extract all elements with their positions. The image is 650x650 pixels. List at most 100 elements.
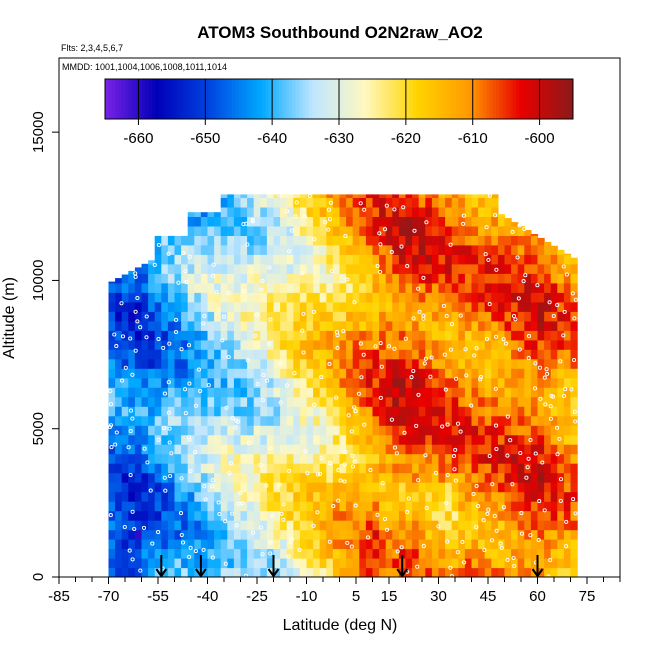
heatmap-cell [438,558,446,569]
heatmap-cell [478,339,486,350]
heatmap-cell [497,387,506,398]
heatmap-cell [240,434,248,445]
heatmap-cell [563,434,572,445]
heatmap-cell [332,216,341,227]
sample-point [416,286,421,291]
heatmap-cell [260,216,268,227]
sample-point [474,524,479,530]
sample-point [490,482,495,487]
heatmap-cell [405,235,413,246]
heatmap-cell [405,225,413,236]
heatmap-cell [154,349,162,360]
colorbar-segment [238,79,243,119]
heatmap-cell [273,425,281,436]
sample-point [445,422,450,427]
heatmap-cell [115,425,123,436]
heatmap-cell [233,377,242,388]
heatmap-cell [167,254,176,265]
heatmap-cell [174,301,182,312]
heatmap-cell [484,244,492,255]
heatmap-cell [141,406,149,417]
heatmap-cell [504,263,512,274]
heatmap-cell [227,510,235,521]
heatmap-cell [372,273,380,284]
heatmap-cell [332,482,341,493]
heatmap-cell [346,539,354,550]
colorbar-segment [318,79,323,119]
heatmap-cell [247,225,255,236]
heatmap-cell [167,339,176,350]
heatmap-cell [524,339,532,350]
heatmap-cell [187,529,195,540]
heatmap-cell [438,406,446,417]
heatmap-cell [326,330,334,341]
heatmap-cell [484,273,492,284]
heatmap-cell [497,444,506,455]
sample-point [378,269,383,274]
heatmap-cell [194,216,202,227]
sample-point [532,386,538,391]
heatmap-cell [148,320,156,331]
heatmap-cell [286,273,294,284]
heatmap-cell [247,539,255,550]
heatmap-cell [260,425,268,436]
sample-point [456,421,461,426]
heatmap-cell [326,339,334,350]
sample-point [421,316,426,321]
heatmap-cell [299,194,308,198]
heatmap-cell [359,558,367,569]
heatmap-cell [319,358,327,369]
sample-point [315,472,320,477]
heatmap-cell [511,453,519,464]
heatmap-cell [128,273,136,284]
heatmap-cell [425,482,433,493]
heatmap-cell [306,520,314,531]
heatmap-cell [405,472,413,483]
sample-point [487,302,492,307]
heatmap-cell [148,434,156,445]
heatmap-cell [141,548,149,559]
heatmap-cell [161,501,169,512]
heatmap-cell [286,330,294,341]
heatmap-cell [537,453,545,464]
heatmap-cell [240,548,248,559]
heatmap-cell [385,444,393,455]
colorbar-segment [359,79,363,119]
heatmap-cell [161,406,169,417]
heatmap-cell [365,368,374,379]
heatmap-cell [484,453,492,464]
heatmap-cell [392,339,400,350]
heatmap-cell [431,244,440,255]
heatmap-cell [458,273,466,284]
heatmap-cell [530,510,539,521]
heatmap-cell [326,434,334,445]
heatmap-cell [478,415,486,426]
heatmap-cell [537,529,545,540]
heatmap-cell [115,396,123,407]
heatmap-cell [563,463,572,474]
heatmap-cell [161,520,169,531]
heatmap-cell [352,463,360,474]
heatmap-cell [464,311,473,322]
sample-point [554,425,560,430]
heatmap-cell [214,368,222,379]
heatmap-cell [372,311,380,322]
heatmap-cell [326,501,334,512]
heatmap-cell [484,358,492,369]
heatmap-cell [174,368,182,379]
heatmap-cell [161,377,169,388]
sample-point [545,371,550,376]
heatmap-cell [299,444,308,455]
heatmap-cell [458,539,466,550]
sample-point [227,470,232,476]
colorbar-segment [322,79,327,119]
heatmap-cell [458,197,466,208]
heatmap-cell [544,444,552,455]
heatmap-cell [379,301,387,312]
heatmap-cell [352,558,360,569]
heatmap-cell [306,330,314,341]
heatmap-cell [530,263,539,274]
heatmap-cell [537,339,545,350]
colorbar-segment [392,79,397,119]
heatmap-cell [438,330,446,341]
